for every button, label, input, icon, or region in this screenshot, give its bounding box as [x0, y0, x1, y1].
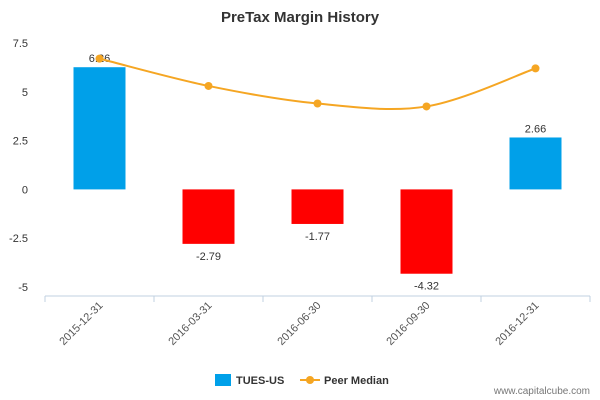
- chart-title: PreTax Margin History: [221, 9, 380, 26]
- y-tick-label: -2.5: [9, 233, 28, 245]
- x-tick-label: 2016-12-31: [493, 300, 541, 348]
- y-tick-label: 0: [22, 184, 28, 196]
- x-tick-label: 2016-09-30: [384, 300, 432, 348]
- bar: [509, 137, 562, 190]
- peer-median-point: [531, 64, 540, 73]
- y-tick-label: 7.5: [13, 38, 28, 50]
- peer-median-point: [204, 81, 213, 90]
- x-tick-label: 2016-03-31: [166, 300, 214, 348]
- x-tick-label: 2016-06-30: [275, 300, 323, 348]
- peer-median-series: [95, 54, 540, 111]
- bar: [291, 189, 344, 224]
- x-tick-label: 2015-12-31: [57, 300, 105, 348]
- y-axis: 7.5 5 2.5 0 -2.5 -5: [9, 38, 28, 294]
- legend-marker-peer-median: [306, 376, 314, 384]
- legend-label-peer-median: Peer Median: [324, 375, 389, 387]
- peer-median-point: [95, 54, 104, 63]
- legend-swatch-tues-us: [215, 374, 231, 386]
- bar: [73, 67, 126, 190]
- bar: [182, 189, 235, 244]
- legend-label-tues-us: TUES-US: [236, 375, 284, 387]
- data-label: 2.66: [525, 123, 546, 135]
- y-tick-label: 5: [22, 87, 28, 99]
- data-label: -1.77: [305, 231, 330, 243]
- watermark: www.capitalcube.com: [493, 386, 590, 397]
- data-labels: 6.26-2.79-1.77-4.322.66: [89, 53, 546, 293]
- data-label: -4.32: [414, 281, 439, 293]
- y-tick-label: -5: [18, 282, 28, 294]
- data-label: -2.79: [196, 251, 221, 263]
- bar: [400, 189, 453, 274]
- x-axis: 2015-12-31 2016-03-31 2016-06-30 2016-09-30…: [44, 296, 591, 348]
- y-tick-label: 2.5: [13, 136, 28, 148]
- bar-series: [73, 67, 562, 274]
- peer-median-point: [422, 102, 431, 111]
- peer-median-point: [313, 99, 322, 108]
- legend: TUES-US Peer Median: [215, 374, 389, 387]
